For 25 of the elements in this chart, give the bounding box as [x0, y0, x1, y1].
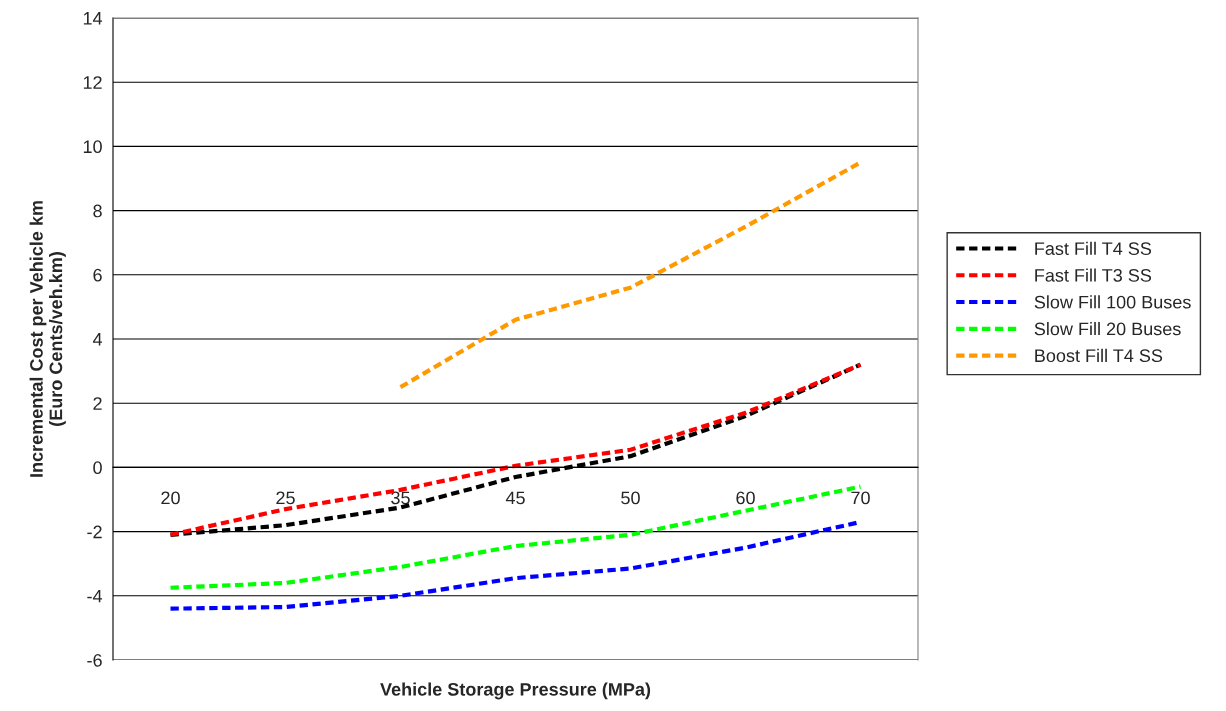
- x-tick-label: 45: [505, 491, 525, 505]
- y-tick-label: 0: [93, 461, 102, 475]
- x-tick-label: 20: [161, 491, 180, 505]
- y-tick-label: 10: [83, 140, 102, 154]
- x-tick-label: 70: [851, 491, 870, 505]
- y-tick-label: 2: [93, 397, 102, 410]
- x-tick-label: 35: [391, 491, 410, 505]
- y-tick-label: 12: [83, 76, 102, 89]
- legend-label: Fast Fill T4 SS: [1035, 241, 1152, 256]
- y-tick-label: -6: [87, 653, 102, 667]
- y-tick-label: -4: [87, 589, 103, 603]
- x-axis-title: Vehicle Storage Pressure (MPa): [380, 682, 651, 700]
- x-tick-label: 25: [276, 491, 295, 505]
- y-tick-label: 8: [93, 204, 102, 218]
- legend-label: Slow Fill 20 Buses: [1034, 322, 1181, 336]
- y-tick-label: 6: [93, 268, 102, 282]
- y-tick-label: 4: [92, 333, 103, 346]
- y-axis-title: Incremental Cost per Vehicle km (Euro Cents/veh.km): [29, 201, 66, 477]
- legend-label: Boost Fill T4 SS: [1035, 348, 1163, 363]
- x-tick-label: 50: [621, 491, 640, 505]
- y-tick-label: -2: [87, 525, 102, 539]
- x-tick-label: 60: [736, 491, 755, 505]
- y-tick-label: 14: [83, 12, 103, 25]
- legend-label: Fast Fill T3 SS: [1035, 268, 1152, 282]
- legend-label: Slow Fill 100 Buses: [1034, 295, 1191, 309]
